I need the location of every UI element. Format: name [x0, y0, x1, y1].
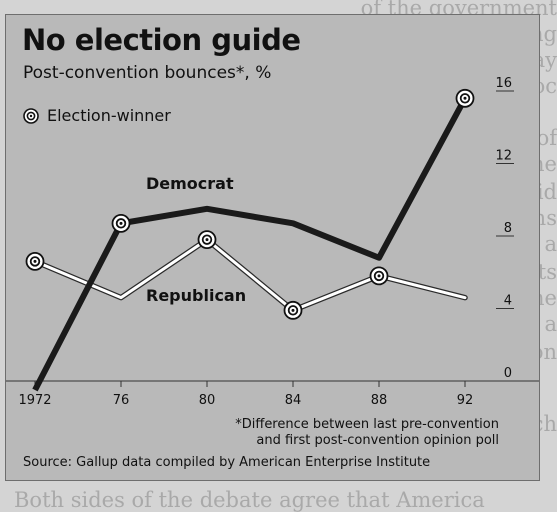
footnote-line-1: *Difference between last pre-convention [235, 417, 499, 432]
republican-winner-marker-dot [33, 259, 37, 263]
footnote: *Difference between last pre-convention … [235, 417, 499, 449]
x-tick-label: 76 [113, 393, 130, 408]
chart-card: No election guide Post-convention bounce… [5, 14, 540, 481]
republican-winner-marker-dot [377, 274, 381, 278]
republican-winner-marker-ring [287, 305, 299, 316]
republican-line [33, 238, 467, 312]
republican-series-label: Republican [146, 286, 246, 305]
winner-marker-icon [23, 107, 39, 124]
republican-winner-marker-ring [201, 234, 213, 245]
line-chart: 1972 76 80 84 88 92 0 4 8 12 16 Democrat Republican [6, 76, 539, 408]
legend-label: Election-winner [47, 106, 171, 125]
chart-subtitle: Post-convention bounces*, % [23, 63, 272, 83]
democrat-line [32, 96, 468, 392]
republican-winner-marker-ring [373, 270, 385, 282]
y-tick-label: 16 [495, 76, 512, 91]
democrat-winner-marker-dot [119, 221, 123, 225]
x-tick-label: 80 [199, 393, 216, 408]
democrat-series-label: Democrat [146, 174, 234, 193]
republican-winner-marker-dot [291, 308, 295, 312]
x-tick-label: 88 [371, 393, 388, 408]
democrat-winner-marker-ring [459, 93, 471, 104]
x-tick-label: 92 [457, 393, 474, 408]
republican-winner-marker-dot [205, 238, 209, 242]
y-tick-label: 0 [504, 366, 512, 381]
legend: Election-winner [23, 106, 171, 125]
y-tick-label: 4 [504, 294, 512, 309]
x-tick-label: 84 [285, 393, 302, 408]
democrat-winner-marker-dot [463, 96, 467, 100]
source-note: Source: Gallup data compiled by American… [23, 455, 431, 470]
background-text-line: Both sides of the debate agree that Amer… [14, 488, 485, 512]
x-tick-label: 1972 [18, 393, 51, 408]
democrat-winner-marker-ring [115, 218, 127, 229]
y-tick-label: 8 [504, 221, 512, 236]
chart-title: No election guide [22, 23, 301, 57]
republican-winner-marker-ring [29, 256, 41, 267]
y-tick-label: 12 [495, 149, 512, 164]
footnote-line-2: and first post-convention opinion poll [256, 433, 499, 448]
